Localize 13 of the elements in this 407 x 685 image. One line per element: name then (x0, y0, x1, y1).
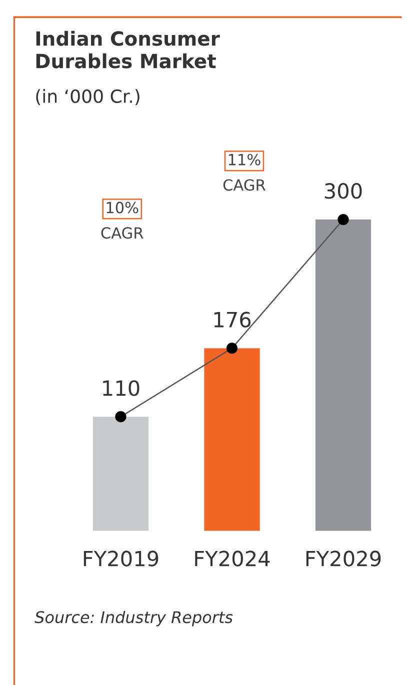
annotation: CAGR (101, 227, 144, 239)
chart-title: Indian Consumer Durables Market (36, 30, 220, 68)
text: CAGR (223, 179, 266, 191)
text: 11% (228, 154, 260, 166)
x-tick-label: FY2029 (306, 550, 381, 566)
source-note: Source: Industry Reports (34, 610, 233, 626)
data-label: 110 (103, 380, 140, 396)
chart-subtitle: (in ‘000 Cr.) (36, 89, 140, 106)
data-label: 300 (324, 183, 362, 199)
text: 10% (106, 202, 138, 214)
x-tick-label: FY2024 (195, 550, 270, 566)
data-label: 176 (214, 312, 251, 328)
x-tick-label: FY2019 (84, 550, 158, 566)
